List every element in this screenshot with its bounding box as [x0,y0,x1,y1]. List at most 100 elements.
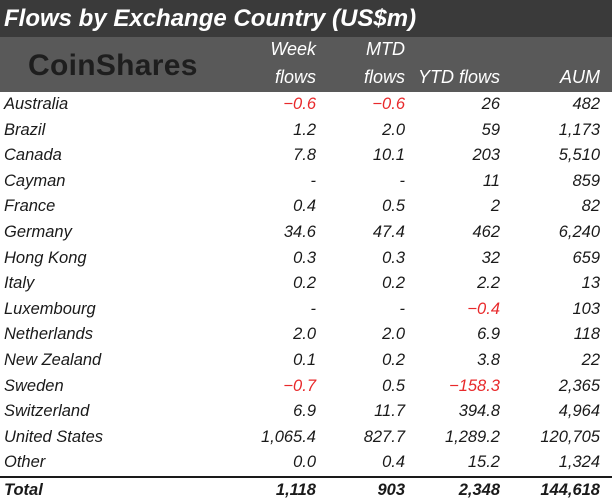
country-cell: Luxembourg [4,299,96,318]
aum-cell: 4,964 [558,402,600,421]
mtd-flows-cell: 2.0 [382,120,405,139]
mtd-flows-cell: 0.4 [382,453,405,472]
mtd-flows-cell: 827.7 [363,427,405,446]
mtd-flows-cell: 0.5 [382,197,405,216]
table-row: Brazil 1.2 2.0 59 1,173 [0,118,612,144]
country-cell: Italy [4,274,35,293]
header-mtd-top: MTD [366,39,405,59]
week-flows-cell: - [310,171,317,190]
week-flows-cell: 0.1 [293,350,316,369]
table-row: Other 0.0 0.4 15.2 1,324 [0,450,612,476]
week-flows-cell: 1,065.4 [260,427,316,446]
country-cell: Australia [4,95,69,113]
mtd-flows-cell: 2.0 [382,325,405,344]
table-row: United States 1,065.4 827.7 1,289.2 120,705 [0,425,612,451]
week-flows-cell: 0.2 [293,274,316,293]
mtd-flows-cell: 0.3 [382,248,405,267]
table-body: Australia −0.6 −0.6 26 482 Brazil 1.2 2.0 59 1,1… [0,92,612,476]
ytd-flows-cell: 1,289.2 [444,427,500,446]
aum-cell: 859 [572,171,600,190]
country-cell: France [4,197,56,216]
week-flows-cell: - [310,299,317,318]
country-cell: Switzerland [4,402,90,421]
ytd-flows-cell: 394.8 [458,402,500,421]
table-title: Flows by Exchange Country (US$m) [0,0,612,37]
country-cell: Hong Kong [4,248,87,267]
header-ytd: YTD flows [417,67,500,87]
mtd-flows-cell: 47.4 [372,222,405,241]
week-flows-cell: 1.2 [293,120,316,139]
aum-cell: 103 [572,299,600,318]
table-row: Australia −0.6 −0.6 26 482 [0,92,612,118]
ytd-flows-cell: 11 [482,171,500,190]
ytd-flows-cell: 59 [481,120,500,139]
country-cell: Other [4,453,46,472]
country-cell: Netherlands [4,325,93,344]
aum-cell: 118 [573,325,600,344]
table-row: Hong Kong 0.3 0.3 32 659 [0,246,612,272]
country-cell: United States [4,427,104,446]
ytd-flows-cell: 2 [490,197,500,216]
table-row: New Zealand 0.1 0.2 3.8 22 [0,348,612,374]
week-flows-cell: 34.6 [283,222,316,241]
total-ytd-flows: 2,348 [458,481,500,499]
header-mtd-bottom: flows [363,67,405,87]
country-cell: Sweden [4,376,64,395]
header-aum: AUM [560,67,600,87]
mtd-flows-cell: 0.2 [382,274,405,293]
ytd-flows-cell: 2.2 [477,274,500,293]
total-week-flows: 1,118 [275,481,316,499]
table-row: Sweden −0.7 0.5 −158.3 2,365 [0,374,612,400]
table-header: CoinShares Week flows MTD flows YTD flow… [0,37,612,92]
header-week-top: Week [270,39,316,59]
table-row: Canada 7.8 10.1 203 5,510 [0,143,612,169]
aum-cell: 1,324 [558,453,600,472]
aum-cell: 120,705 [540,427,600,446]
ytd-flows-cell: 462 [472,222,500,241]
aum-cell: 6,240 [558,222,600,241]
country-cell: Brazil [4,120,46,139]
table-row: Cayman - - 11 859 [0,169,612,195]
week-flows-cell: 6.9 [293,402,316,421]
ytd-flows-cell: −0.4 [467,299,500,318]
mtd-flows-cell: 10.1 [372,146,405,165]
mtd-flows-cell: 11.7 [374,402,405,421]
coinshares-logo: CoinShares [28,49,198,82]
total-row: Total 1,118 903 2,348 144,618 [0,476,612,502]
ytd-flows-cell: 3.8 [477,350,500,369]
header-week-bottom: flows [274,67,316,87]
week-flows-cell: 0.3 [293,248,316,267]
aum-cell: 13 [581,274,600,293]
table-row: Germany 34.6 47.4 462 6,240 [0,220,612,246]
ytd-flows-cell: −158.3 [449,376,500,395]
mtd-flows-cell: - [399,171,406,190]
aum-cell: 82 [581,197,600,216]
table-row: Switzerland 6.9 11.7 394.8 4,964 [0,399,612,425]
country-cell: New Zealand [4,350,102,369]
ytd-flows-cell: 15.2 [467,453,500,472]
week-flows-cell: −0.7 [283,376,316,395]
ytd-flows-cell: 6.9 [477,325,500,344]
table-row: Italy 0.2 0.2 2.2 13 [0,271,612,297]
mtd-flows-cell: 0.5 [382,376,405,395]
country-cell: Cayman [4,171,66,190]
mtd-flows-cell: - [399,299,406,318]
country-cell: Germany [4,222,72,241]
total-mtd-flows: 903 [377,481,405,499]
week-flows-cell: 0.4 [293,197,316,216]
aum-cell: 2,365 [558,376,600,395]
table-row: Netherlands 2.0 2.0 6.9 118 [0,322,612,348]
ytd-flows-cell: 26 [481,95,500,113]
aum-cell: 5,510 [558,146,600,165]
aum-cell: 482 [572,95,600,113]
aum-cell: 1,173 [558,120,600,139]
ytd-flows-cell: 32 [481,248,500,267]
total-aum: 144,618 [540,481,600,499]
week-flows-cell: −0.6 [283,95,316,113]
table-row: Luxembourg - - −0.4 103 [0,297,612,323]
mtd-flows-cell: 0.2 [382,350,405,369]
total-label: Total [4,481,43,499]
aum-cell: 659 [572,248,600,267]
week-flows-cell: 0.0 [293,453,316,472]
